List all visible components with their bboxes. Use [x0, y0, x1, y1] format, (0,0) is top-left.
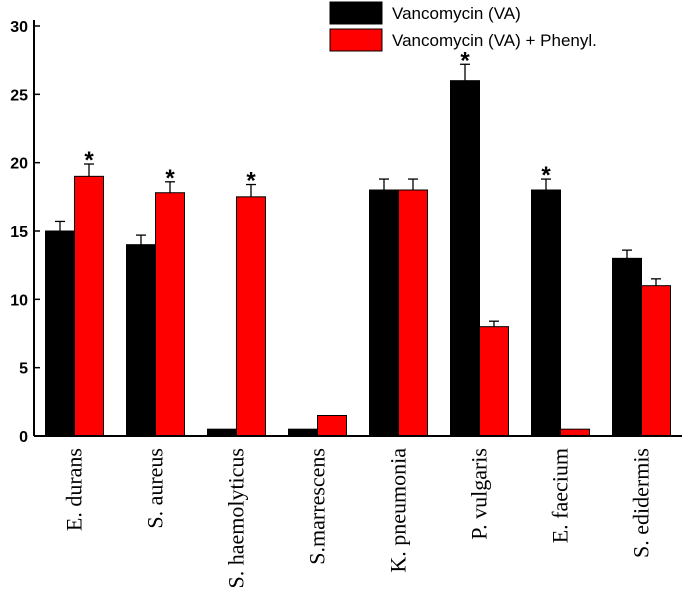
bar-vancomycin [288, 428, 318, 437]
y-tick-label: 10 [10, 292, 28, 309]
y-tick-label: 15 [10, 224, 28, 241]
category-label: S. edidermis [629, 448, 654, 558]
bar-vancomycin [45, 230, 75, 437]
legend-label: Vancomycin (VA) + Phenyl. [392, 31, 597, 50]
bar-vancomycin [369, 189, 399, 437]
y-tick-label: 25 [10, 87, 28, 104]
bar-vancomycin-phenyl [398, 189, 428, 437]
bar-vancomycin [450, 80, 480, 437]
bar-vancomycin-phenyl [641, 285, 671, 437]
significance-star: * [541, 162, 551, 189]
category-label: E. durans [62, 448, 87, 531]
category-label: E. faecium [548, 448, 573, 543]
bar-vancomycin-phenyl [74, 175, 104, 437]
x-axis-category-labels: E. durans S. aureus S. haemolyticus S.marre… [62, 448, 654, 589]
y-tick-label: 30 [10, 19, 28, 36]
bar-vancomycin-phenyl [155, 192, 185, 437]
category-label: S. aureus [143, 448, 168, 529]
legend-swatch [329, 1, 383, 25]
y-tick-label: 0 [19, 429, 28, 446]
y-axis-ticks: 0 5 10 15 20 25 30 [10, 19, 40, 446]
bar-vancomycin-phenyl [560, 428, 590, 437]
category-label: S. haemolyticus [224, 448, 249, 589]
category-label: S.marrescens [305, 448, 330, 565]
bar-vancomycin [207, 428, 237, 437]
error-bars [55, 63, 661, 327]
bar-vancomycin-phenyl [479, 326, 509, 437]
legend-swatch [329, 28, 383, 52]
y-tick-label: 5 [19, 361, 28, 378]
axes [33, 20, 682, 437]
bar-vancomycin [612, 257, 642, 437]
significance-star: * [246, 168, 256, 195]
significance-markers: * * * * * [84, 47, 551, 194]
legend: Vancomycin (VA) Vancomycin (VA) + Phenyl. [329, 1, 597, 52]
bar-vancomycin [531, 189, 561, 437]
bar-vancomycin-phenyl [236, 196, 266, 437]
bars [45, 80, 671, 437]
category-label: P. vulgaris [467, 448, 492, 540]
legend-label: Vancomycin (VA) [392, 4, 521, 23]
bar-vancomycin [126, 244, 156, 437]
significance-star: * [460, 47, 470, 74]
significance-star: * [84, 147, 94, 174]
category-label: K. pneumonia [386, 448, 411, 573]
significance-star: * [165, 165, 175, 192]
y-tick-label: 20 [10, 156, 28, 173]
bar-vancomycin-phenyl [317, 415, 347, 437]
